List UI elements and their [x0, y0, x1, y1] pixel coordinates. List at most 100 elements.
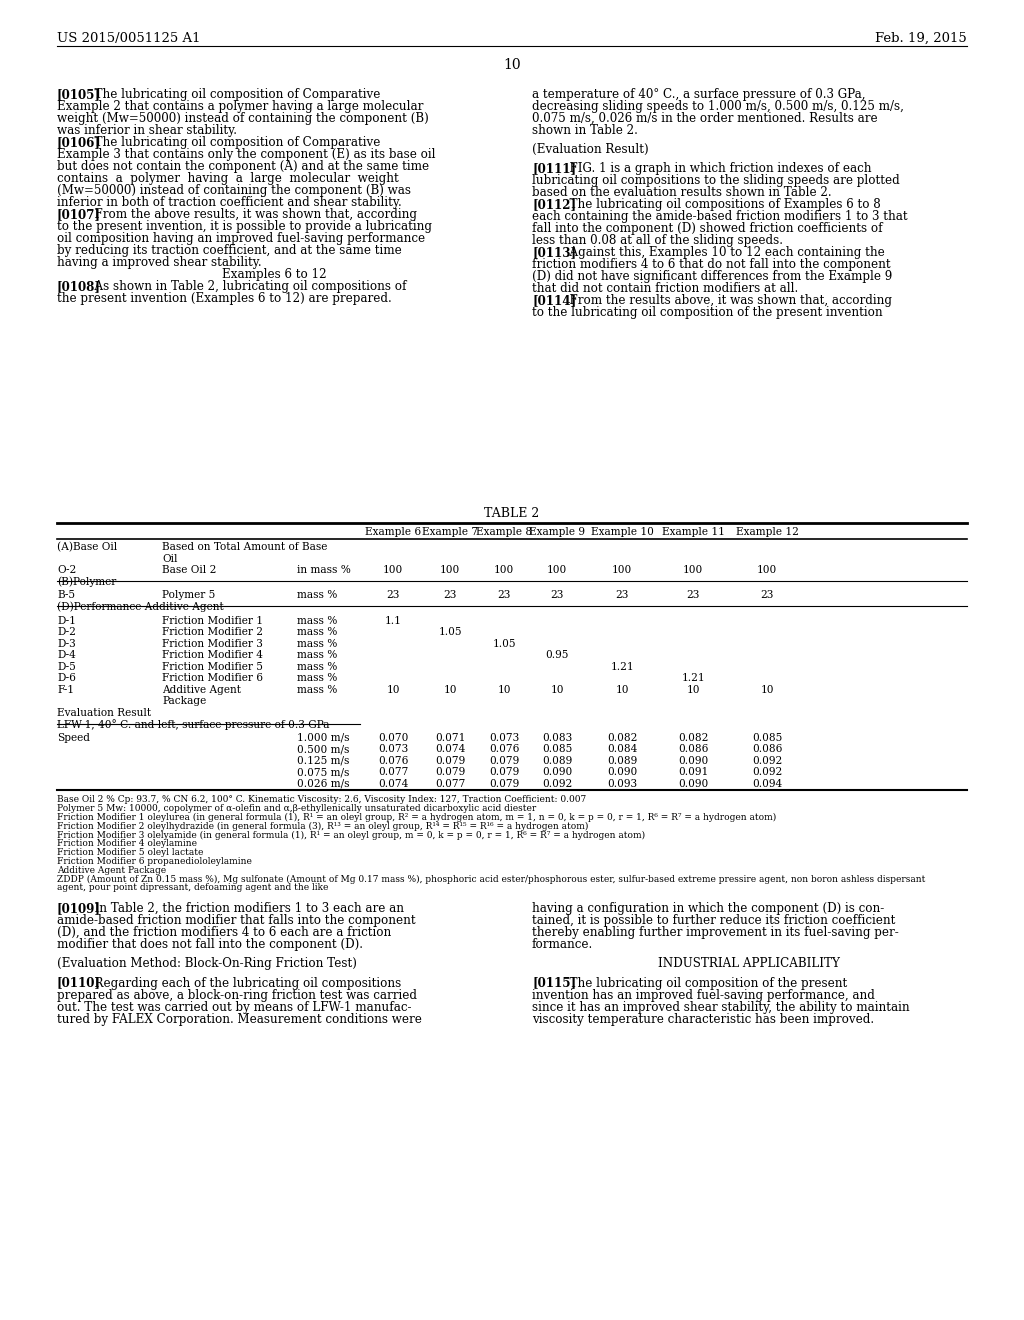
Text: thereby enabling further improvement in its fuel-saving per-: thereby enabling further improvement in … [532, 927, 899, 940]
Text: Friction Modifier 1 oleylurea (in general formula (1), R¹ = an oleyl group, R² =: Friction Modifier 1 oleylurea (in genera… [57, 813, 776, 822]
Text: 0.125 m/s: 0.125 m/s [297, 756, 349, 766]
Text: 0.085: 0.085 [542, 744, 572, 755]
Text: that did not contain friction modifiers at all.: that did not contain friction modifiers … [532, 282, 799, 296]
Text: (D) did not have significant differences from the Example 9: (D) did not have significant differences… [532, 271, 892, 284]
Text: [0106]: [0106] [57, 136, 101, 149]
Text: Against this, Examples 10 to 12 each containing the: Against this, Examples 10 to 12 each con… [562, 247, 885, 260]
Text: Base Oil 2 % Cp: 93.7, % CN 6.2, 100° C. Kinematic Viscosity: 2.6, Viscosity Ind: Base Oil 2 % Cp: 93.7, % CN 6.2, 100° C.… [57, 796, 587, 804]
Text: Friction Modifier 4: Friction Modifier 4 [162, 651, 263, 660]
Text: 0.026 m/s: 0.026 m/s [297, 779, 349, 789]
Text: 100: 100 [757, 565, 777, 576]
Text: 0.077: 0.077 [378, 767, 409, 777]
Text: (B)Polymer: (B)Polymer [57, 577, 117, 587]
Text: Evaluation Result: Evaluation Result [57, 708, 152, 718]
Text: 0.076: 0.076 [488, 744, 519, 755]
Text: [0112]: [0112] [532, 198, 577, 211]
Text: 0.094: 0.094 [752, 779, 782, 789]
Text: The lubricating oil composition of the present: The lubricating oil composition of the p… [562, 977, 847, 990]
Text: 0.074: 0.074 [435, 744, 465, 755]
Text: based on the evaluation results shown in Table 2.: based on the evaluation results shown in… [532, 186, 831, 199]
Text: friction modifiers 4 to 6 that do not fall into the component: friction modifiers 4 to 6 that do not fa… [532, 259, 891, 272]
Text: agent, pour point dipressant, defoaming agent and the like: agent, pour point dipressant, defoaming … [57, 883, 329, 892]
Text: 100: 100 [383, 565, 403, 576]
Text: 0.092: 0.092 [542, 779, 572, 789]
Text: 0.500 m/s: 0.500 m/s [297, 744, 349, 755]
Text: 0.070: 0.070 [378, 733, 409, 743]
Text: [0105]: [0105] [57, 88, 101, 102]
Text: ZDDP (Amount of Zn 0.15 mass %), Mg sulfonate (Amount of Mg 0.17 mass %), phosph: ZDDP (Amount of Zn 0.15 mass %), Mg sulf… [57, 875, 926, 883]
Text: 0.082: 0.082 [607, 733, 637, 743]
Text: 0.079: 0.079 [435, 756, 465, 766]
Text: Friction Modifier 2: Friction Modifier 2 [162, 627, 263, 638]
Text: (A)Base Oil: (A)Base Oil [57, 543, 118, 552]
Text: decreasing sliding speeds to 1.000 m/s, 0.500 m/s, 0.125 m/s,: decreasing sliding speeds to 1.000 m/s, … [532, 100, 904, 114]
Text: to the lubricating oil composition of the present invention: to the lubricating oil composition of th… [532, 306, 883, 319]
Text: 0.090: 0.090 [607, 767, 637, 777]
Text: The lubricating oil composition of Comparative: The lubricating oil composition of Compa… [87, 88, 380, 102]
Text: 0.075 m/s, 0.026 m/s in the order mentioned. Results are: 0.075 m/s, 0.026 m/s in the order mentio… [532, 112, 878, 125]
Text: 0.079: 0.079 [488, 756, 519, 766]
Text: 0.079: 0.079 [488, 779, 519, 789]
Text: (Evaluation Method: Block-On-Ring Friction Test): (Evaluation Method: Block-On-Ring Fricti… [57, 957, 357, 970]
Text: but does not contain the component (A) and at the same time: but does not contain the component (A) a… [57, 160, 429, 173]
Text: 0.085: 0.085 [752, 733, 782, 743]
Text: 0.077: 0.077 [435, 779, 465, 789]
Text: by reducing its traction coefficient, and at the same time: by reducing its traction coefficient, an… [57, 244, 401, 257]
Text: Example 6: Example 6 [365, 527, 421, 537]
Text: 0.090: 0.090 [542, 767, 572, 777]
Text: INDUSTRIAL APPLICABILITY: INDUSTRIAL APPLICABILITY [658, 957, 841, 970]
Text: since it has an improved shear stability, the ability to maintain: since it has an improved shear stability… [532, 1001, 909, 1014]
Text: Example 11: Example 11 [662, 527, 724, 537]
Text: 0.075 m/s: 0.075 m/s [297, 767, 349, 777]
Text: 0.092: 0.092 [752, 756, 782, 766]
Text: [0110]: [0110] [57, 977, 101, 990]
Text: Oil: Oil [162, 553, 177, 564]
Text: 0.089: 0.089 [542, 756, 572, 766]
Text: TABLE 2: TABLE 2 [484, 507, 540, 520]
Text: B-5: B-5 [57, 590, 75, 601]
Text: Friction Modifier 4 oleylamine: Friction Modifier 4 oleylamine [57, 840, 197, 849]
Text: the present invention (Examples 6 to 12) are prepared.: the present invention (Examples 6 to 12)… [57, 292, 392, 305]
Text: Example 3 that contains only the component (E) as its base oil: Example 3 that contains only the compone… [57, 148, 435, 161]
Text: 0.076: 0.076 [378, 756, 409, 766]
Text: O-2: O-2 [57, 565, 76, 576]
Text: Example 10: Example 10 [591, 527, 653, 537]
Text: shown in Table 2.: shown in Table 2. [532, 124, 638, 137]
Text: Friction Modifier 2 oleylhydrazide (in general formula (3), R¹³ = an oleyl group: Friction Modifier 2 oleylhydrazide (in g… [57, 822, 589, 830]
Text: out. The test was carried out by means of LFW-1 manufac-: out. The test was carried out by means o… [57, 1001, 412, 1014]
Text: Friction Modifier 6: Friction Modifier 6 [162, 673, 263, 684]
Text: 23: 23 [615, 590, 629, 601]
Text: Example 7: Example 7 [422, 527, 478, 537]
Text: 0.079: 0.079 [488, 767, 519, 777]
Text: 0.089: 0.089 [607, 756, 637, 766]
Text: 23: 23 [760, 590, 774, 601]
Text: 1.21: 1.21 [681, 673, 705, 684]
Text: 100: 100 [683, 565, 703, 576]
Text: 10: 10 [760, 685, 774, 694]
Text: lubricating oil compositions to the sliding speeds are plotted: lubricating oil compositions to the slid… [532, 174, 900, 187]
Text: Feb. 19, 2015: Feb. 19, 2015 [876, 32, 967, 45]
Text: From the results above, it was shown that, according: From the results above, it was shown tha… [562, 294, 892, 308]
Text: Friction Modifier 5 oleyl lactate: Friction Modifier 5 oleyl lactate [57, 849, 204, 857]
Text: fall into the component (D) showed friction coefficients of: fall into the component (D) showed frict… [532, 222, 883, 235]
Text: in mass %: in mass % [297, 565, 351, 576]
Text: Friction Modifier 5: Friction Modifier 5 [162, 661, 263, 672]
Text: 1.21: 1.21 [610, 661, 634, 672]
Text: D-6: D-6 [57, 673, 76, 684]
Text: [0115]: [0115] [532, 977, 577, 990]
Text: modifier that does not fall into the component (D).: modifier that does not fall into the com… [57, 939, 362, 952]
Text: Additive Agent Package: Additive Agent Package [57, 866, 166, 875]
Text: 0.074: 0.074 [378, 779, 409, 789]
Text: The lubricating oil compositions of Examples 6 to 8: The lubricating oil compositions of Exam… [562, 198, 881, 211]
Text: 10: 10 [498, 685, 511, 694]
Text: 23: 23 [498, 590, 511, 601]
Text: mass %: mass % [297, 673, 337, 684]
Text: Package: Package [162, 696, 206, 706]
Text: 10: 10 [550, 685, 564, 694]
Text: In Table 2, the friction modifiers 1 to 3 each are an: In Table 2, the friction modifiers 1 to … [87, 902, 404, 915]
Text: 0.083: 0.083 [542, 733, 572, 743]
Text: less than 0.08 at all of the sliding speeds.: less than 0.08 at all of the sliding spe… [532, 235, 783, 247]
Text: mass %: mass % [297, 639, 337, 648]
Text: D-4: D-4 [57, 651, 76, 660]
Text: Example 2 that contains a polymer having a large molecular: Example 2 that contains a polymer having… [57, 100, 423, 114]
